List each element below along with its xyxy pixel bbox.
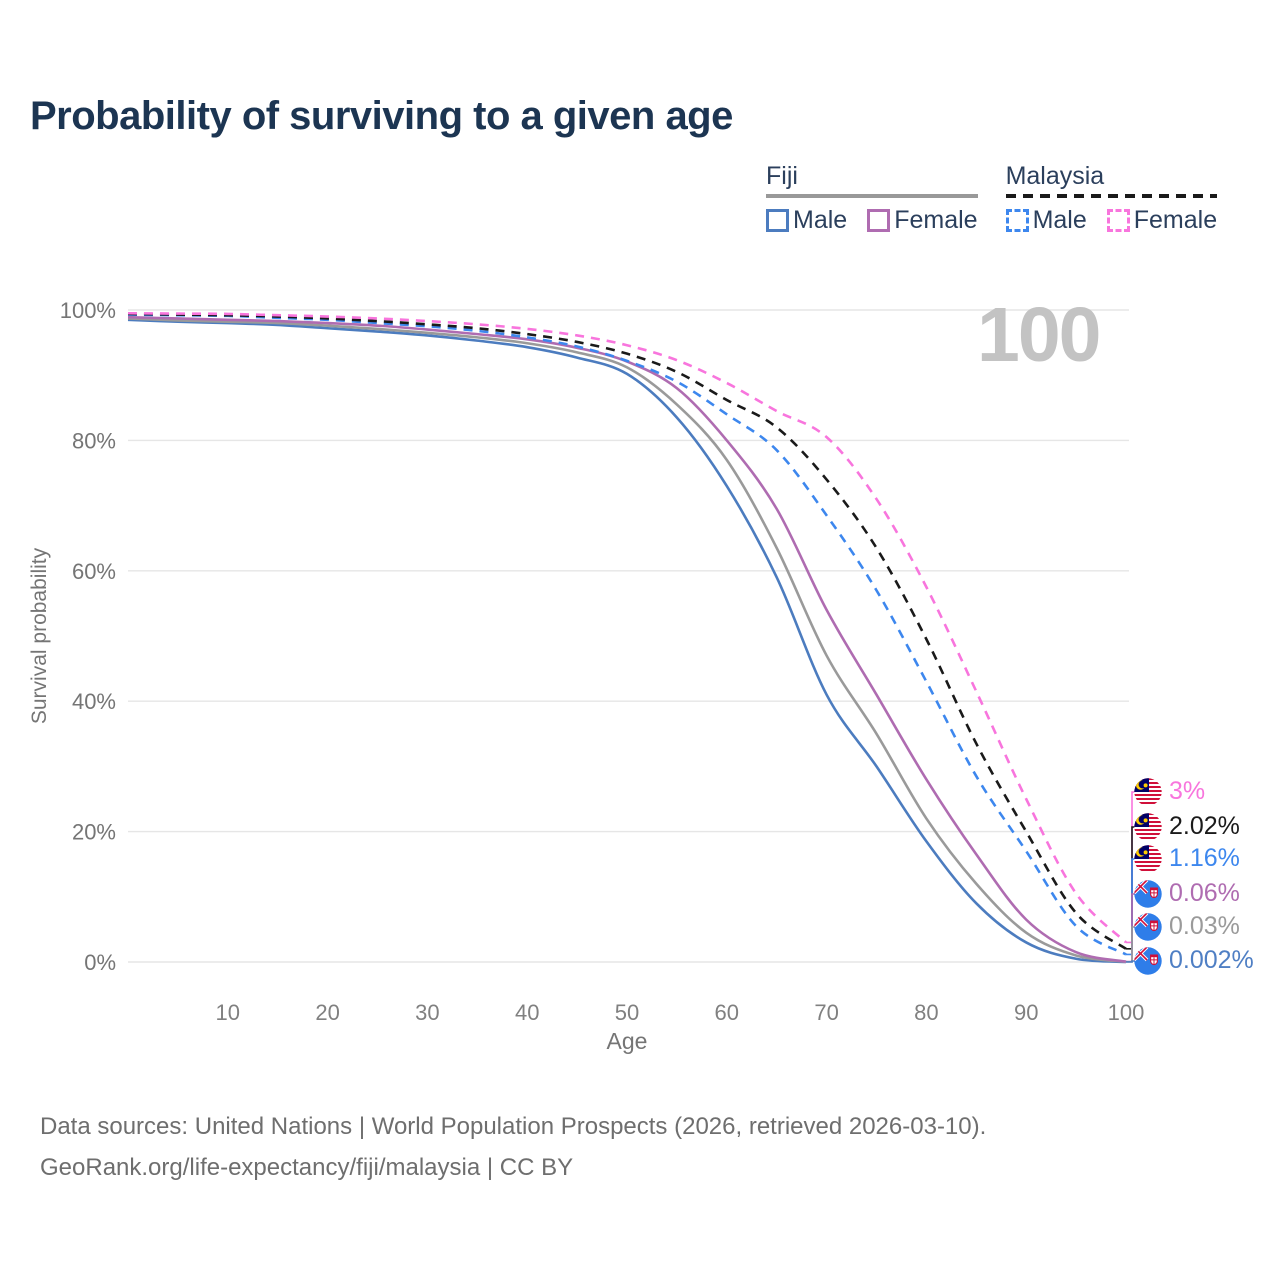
legend-item-label: Female — [894, 206, 978, 234]
legend-country-label: Fiji — [766, 162, 798, 190]
x-tick-label: 50 — [615, 1000, 639, 1025]
data-sources-line: Data sources: United Nations | World Pop… — [40, 1113, 987, 1140]
y-tick-label: 80% — [72, 428, 116, 453]
y-tick-label: 20% — [72, 820, 116, 845]
legend: Fiji Male Female Malaysia Male — [766, 162, 1218, 235]
end-label-value: 2.02% — [1169, 812, 1240, 840]
end-label-value: 3% — [1169, 777, 1206, 805]
legend-item-fiji-male[interactable]: Male — [766, 206, 847, 235]
end-label-fiji-female: 0.06% — [1134, 879, 1240, 908]
end-label-value: 0.06% — [1169, 879, 1240, 907]
fiji-flag-icon — [1134, 946, 1162, 975]
x-tick-label: 90 — [1014, 1000, 1038, 1025]
y-tick-label: 100% — [60, 298, 116, 323]
legend-group-malaysia: Malaysia Male Female — [1005, 162, 1218, 235]
legend-item-fiji-female[interactable]: Female — [867, 206, 978, 235]
series-line-malaysia-female — [127, 311, 1127, 944]
x-tick-label: 80 — [914, 1000, 938, 1025]
malaysia-male-swatch-icon — [1005, 209, 1029, 232]
footer: Data sources: United Nations | World Pop… — [40, 1106, 986, 1188]
legend-country-malaysia[interactable]: Malaysia — [1005, 162, 1218, 198]
fiji-male-swatch-icon — [766, 209, 789, 232]
series-line-malaysia-male — [127, 313, 1127, 956]
legend-item-label: Female — [1133, 206, 1218, 234]
x-tick-label: 30 — [415, 1000, 439, 1025]
legend-item-malaysia-female[interactable]: Female — [1106, 206, 1218, 235]
y-tick-label: 60% — [72, 559, 116, 584]
malaysia-flag-icon — [1134, 844, 1162, 873]
x-tick-label: 70 — [814, 1000, 838, 1025]
x-tick-label: 10 — [216, 1000, 240, 1025]
malaysia-combined-line-swatch — [1005, 194, 1218, 198]
x-tick-label: 60 — [715, 1000, 739, 1025]
legend-group-fiji: Fiji Male Female — [766, 162, 978, 235]
x-tick-label: 40 — [515, 1000, 539, 1025]
legend-items-fiji: Male Female — [766, 206, 978, 235]
fiji-female-swatch-icon — [867, 209, 891, 232]
legend-country-label: Malaysia — [1005, 162, 1105, 190]
end-label-value: 1.16% — [1169, 844, 1240, 872]
attribution-line: GeoRank.org/life-expectancy/fiji/malaysi… — [40, 1154, 574, 1181]
malaysia-female-swatch-icon — [1106, 209, 1130, 232]
series-line-malaysia-both-sexes — [127, 312, 1127, 950]
y-tick-label: 40% — [72, 689, 116, 714]
malaysia-flag-icon — [1134, 812, 1162, 841]
fiji-flag-icon — [1134, 879, 1162, 908]
y-tick-label: 0% — [84, 950, 116, 975]
end-label-malaysia-both: 2.02% — [1134, 812, 1240, 841]
page-title: Probability of surviving to a given age — [30, 94, 733, 138]
malaysia-flag-icon — [1134, 777, 1162, 806]
end-label-value: 0.03% — [1169, 912, 1240, 940]
fiji-combined-line-swatch — [766, 194, 978, 198]
series-line-fiji-male — [127, 318, 1127, 964]
end-label-malaysia-female: 3% — [1134, 777, 1205, 806]
legend-items-malaysia: Male Female — [1005, 206, 1218, 235]
end-label-value: 0.002% — [1169, 946, 1254, 974]
x-tick-label: 20 — [315, 1000, 339, 1025]
legend-item-malaysia-male[interactable]: Male — [1005, 206, 1087, 235]
series-line-fiji-female — [127, 315, 1127, 963]
legend-item-label: Male — [793, 206, 848, 234]
x-tick-label: 100 — [1108, 1000, 1145, 1025]
watermark-age-100: 100 — [977, 292, 1101, 378]
x-axis-title: Age — [607, 1028, 648, 1054]
legend-item-label: Male — [1032, 206, 1087, 234]
series-line-fiji-both-sexes — [127, 317, 1127, 964]
end-label-malaysia-male: 1.16% — [1134, 844, 1240, 873]
end-label-fiji-male: 0.002% — [1134, 946, 1254, 975]
fiji-flag-icon — [1134, 912, 1162, 941]
legend-country-fiji[interactable]: Fiji — [766, 162, 978, 198]
end-label-fiji-both: 0.03% — [1134, 912, 1240, 941]
y-axis-title: Survival probability — [28, 547, 51, 724]
